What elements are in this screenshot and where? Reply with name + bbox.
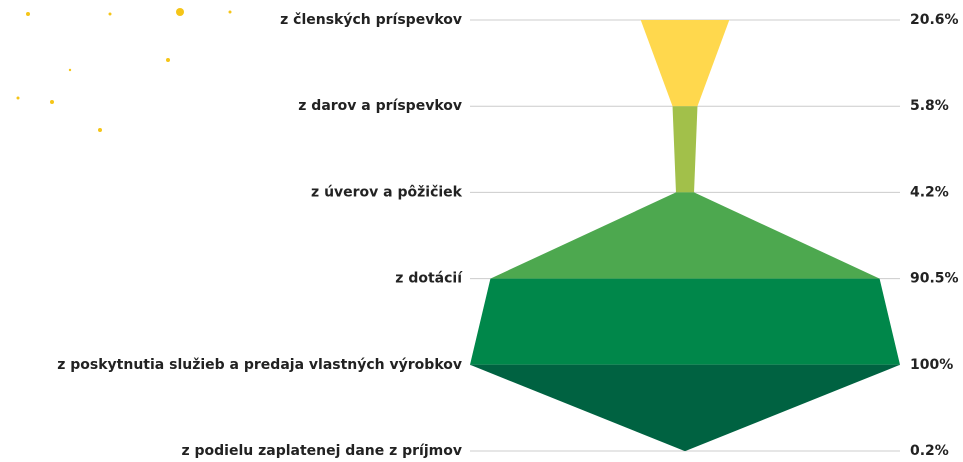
category-label: z úverov a pôžičiek <box>311 184 463 200</box>
category-label: z darov a príspevkov <box>298 98 462 114</box>
funnel-segment <box>470 279 900 365</box>
category-label: z členských príspevkov <box>280 12 462 28</box>
value-label: 20.6% <box>910 12 959 28</box>
category-label: z dotácií <box>395 271 463 287</box>
chart: z členských príspevkov 20.6% z darov a prí… <box>0 0 963 462</box>
value-label: 4.2% <box>910 184 949 200</box>
funnel-segment <box>490 192 879 278</box>
value-label: 100% <box>910 357 953 373</box>
category-label: z podielu zaplatenej dane z príjmov <box>182 443 463 459</box>
value-label: 5.8% <box>910 98 949 114</box>
category-label: z poskytnutia služieb a predaja vlastnýc… <box>57 357 462 373</box>
value-label: 0.2% <box>910 443 949 459</box>
funnel-segment <box>673 106 698 192</box>
decoration <box>17 8 232 132</box>
value-label: 90.5% <box>910 271 959 287</box>
funnel-segment <box>470 365 900 451</box>
funnel-segment <box>641 20 730 106</box>
